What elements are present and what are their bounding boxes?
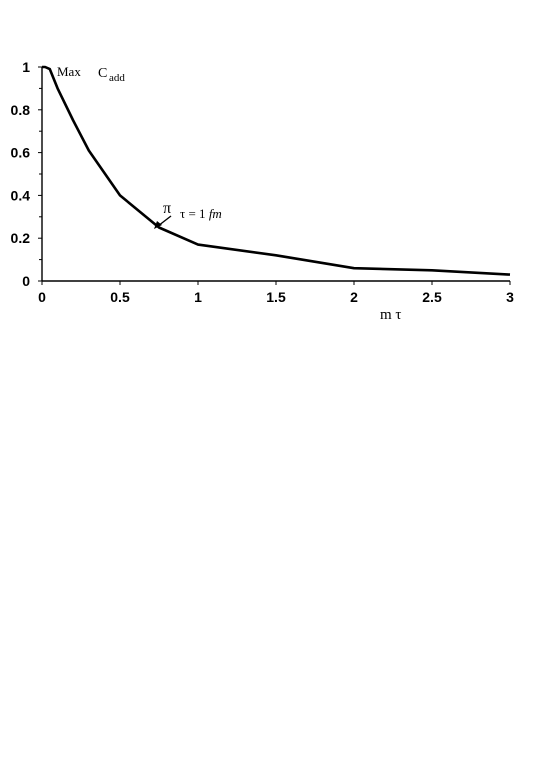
pi-arrow-head: [154, 221, 162, 229]
x-tick-label: 2: [350, 289, 358, 305]
y-axis-ticks: 0 0.2 0.4 0.6 0.8 1: [11, 59, 42, 289]
y-tick-label: 0.8: [11, 102, 31, 118]
max-c-add-annotation: Max C add: [57, 64, 125, 84]
series-line: [42, 65, 511, 276]
pi-annotation: π τ = 1 fm: [154, 200, 222, 229]
y-tick-label: 0.2: [11, 230, 31, 246]
x-axis-ticks: 0 0.5 1 1.5 2 2.5 3: [38, 281, 514, 305]
x-tick-label: 1.5: [266, 289, 286, 305]
x-tick-label: 0.5: [110, 289, 130, 305]
c-add-subscript: add: [109, 72, 125, 84]
x-tick-label: 1: [194, 289, 202, 305]
x-tick-label: 3: [506, 289, 514, 305]
pi-symbol: π: [163, 200, 171, 217]
x-tick-label: 2.5: [422, 289, 442, 305]
y-tick-label: 0.6: [11, 145, 31, 161]
x-tick-label: 0: [38, 289, 46, 305]
c-add-symbol: C: [98, 66, 107, 81]
x-axis-title: m τ: [380, 307, 401, 323]
y-tick-label: 1: [22, 59, 30, 75]
y-tick-label: 0.4: [11, 187, 31, 203]
pi-point-label: τ = 1 fm: [180, 206, 222, 221]
y-tick-label: 0: [22, 273, 30, 289]
max-label: Max: [57, 64, 81, 79]
x-axis-label: m τ: [380, 307, 401, 323]
